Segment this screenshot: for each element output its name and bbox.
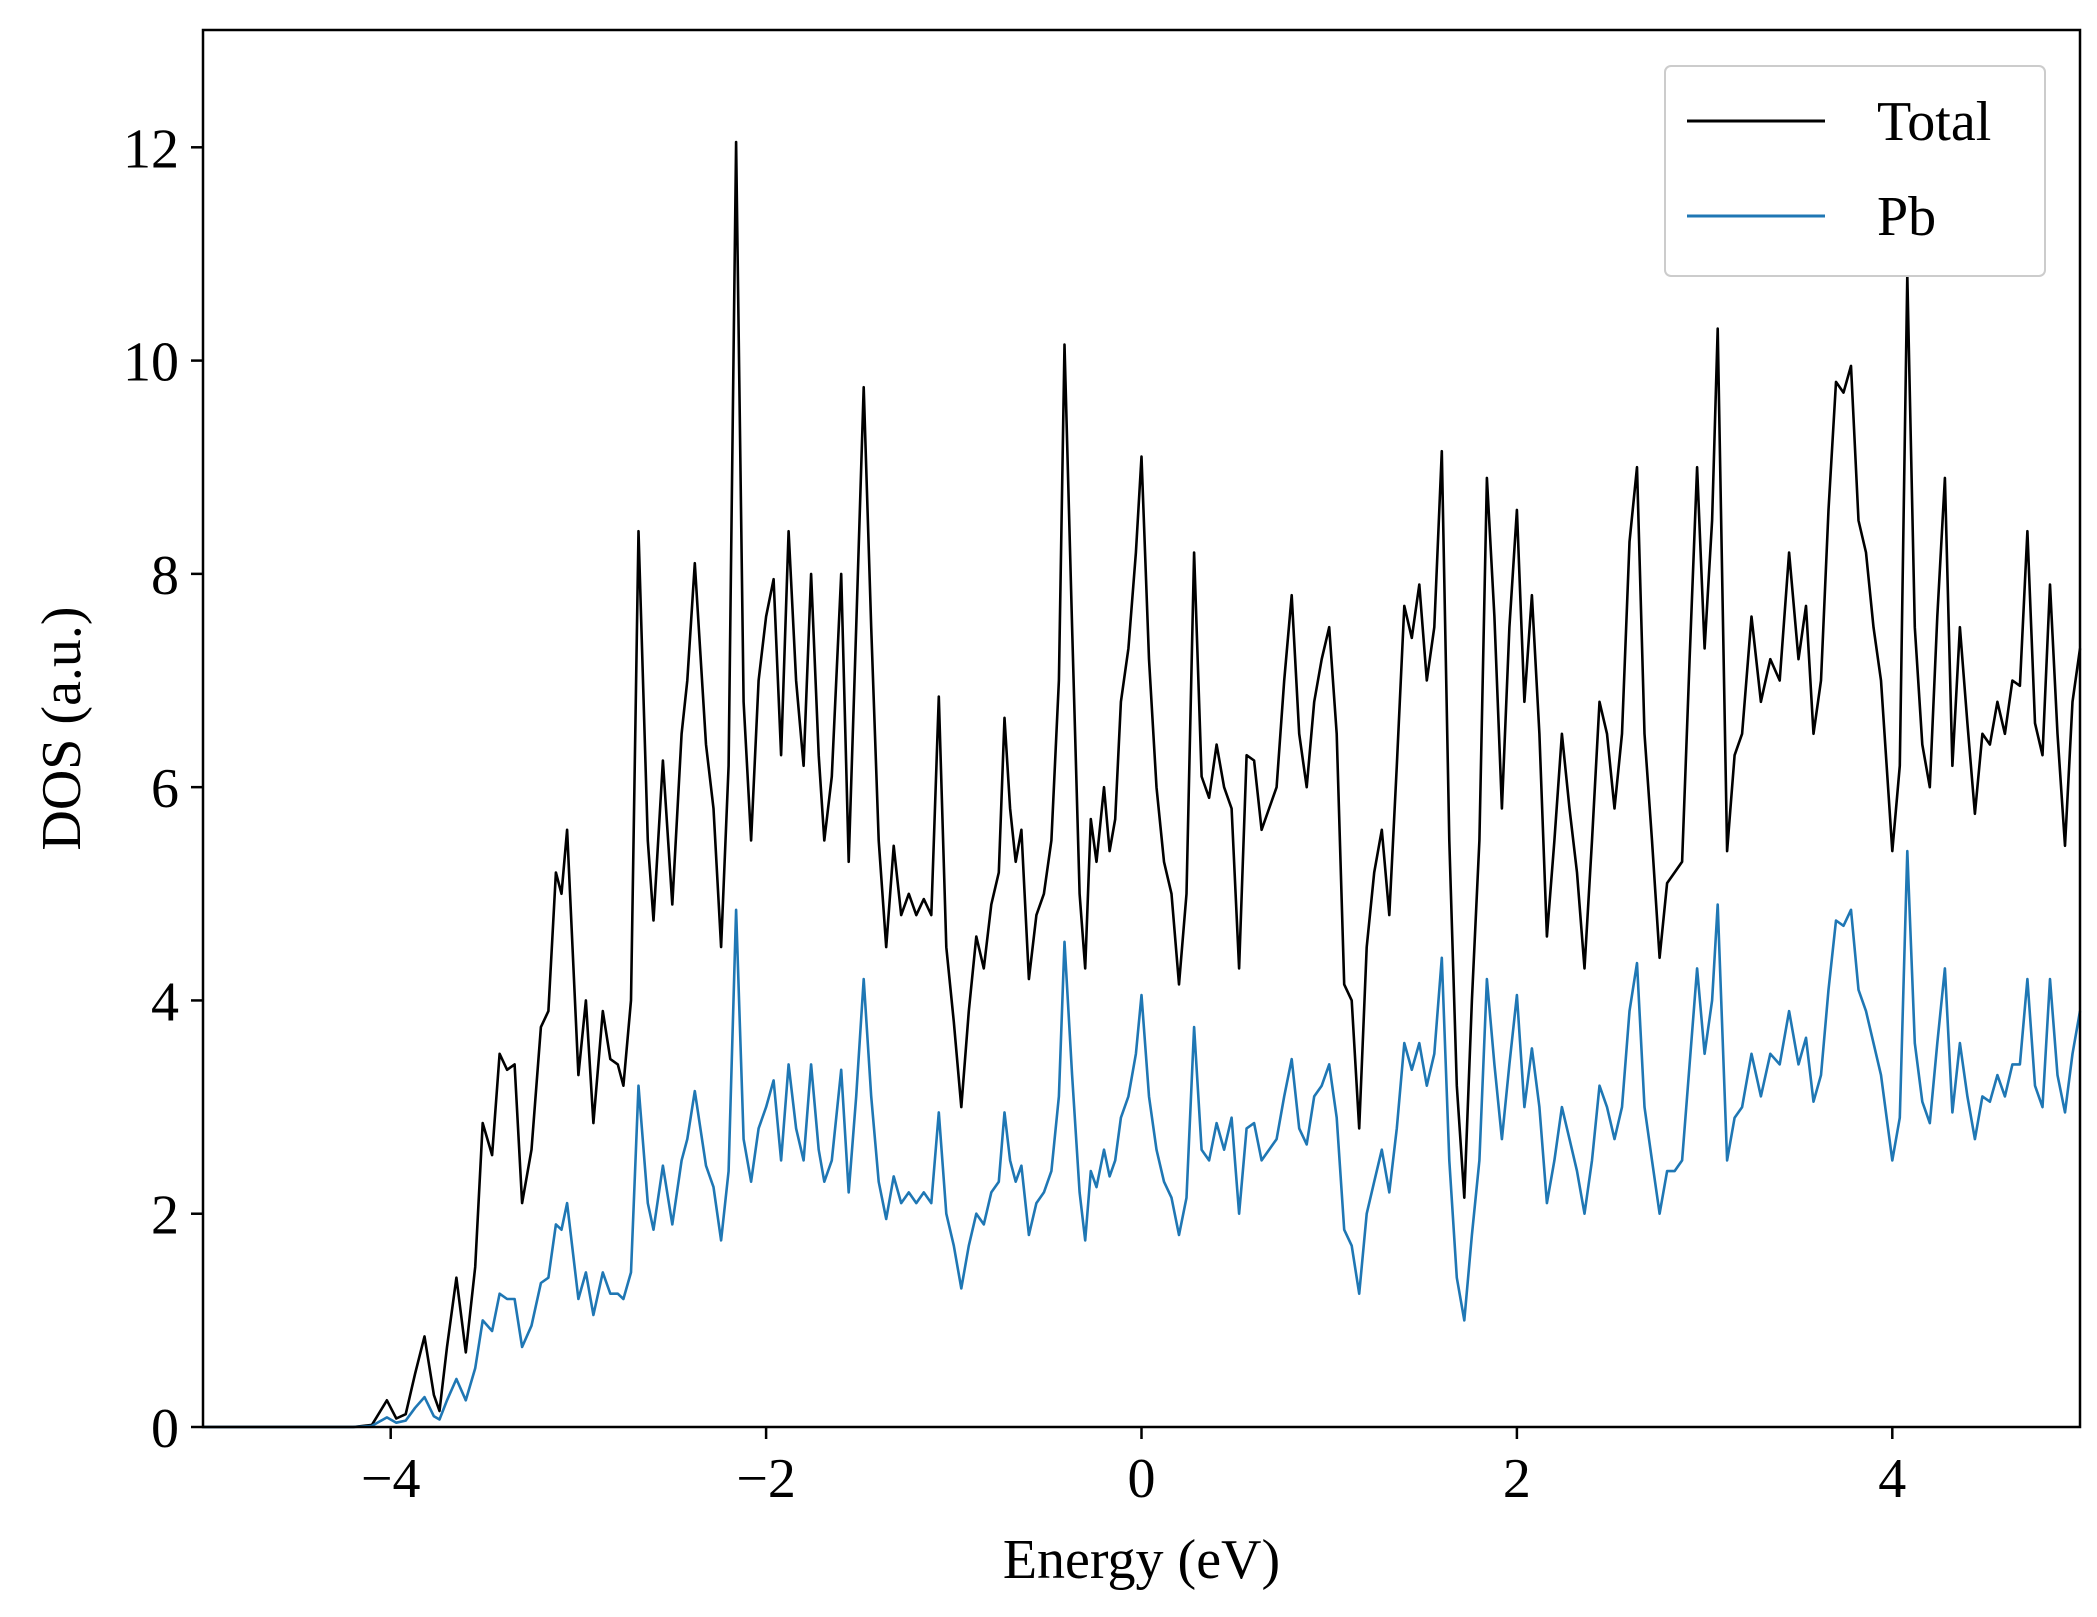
y-tick-label: 0	[151, 1398, 179, 1460]
y-tick-label: 8	[151, 545, 179, 607]
x-axis-label: Energy (eV)	[1003, 1529, 1280, 1591]
legend-box	[1664, 65, 2046, 277]
y-tick-label: 12	[123, 118, 179, 180]
y-tick-label: 4	[151, 971, 179, 1033]
y-axis-label: DOS (a.u.)	[31, 606, 93, 850]
legend-label-total: Total	[1877, 91, 1991, 153]
y-tick-label: 10	[123, 332, 179, 394]
y-tick-label: 6	[151, 758, 179, 820]
x-tick-label: −2	[736, 1448, 796, 1510]
y-tick-label: 2	[151, 1185, 179, 1247]
legend: Total Pb	[1664, 65, 2046, 277]
x-tick-label: 0	[1128, 1448, 1156, 1510]
x-tick-label: 4	[1878, 1448, 1906, 1510]
series-layer	[203, 140, 2082, 1429]
x-tick-label: 2	[1503, 1448, 1531, 1510]
series-line-total	[203, 140, 2082, 1429]
legend-label-pb: Pb	[1877, 186, 1936, 248]
x-tick-label: −4	[361, 1448, 421, 1510]
x-axis-ticks: −4 −2 0 2 4	[361, 1427, 1906, 1510]
y-axis-ticks: 0 2 4 6 8 10 12	[123, 118, 203, 1460]
series-line-pb	[203, 849, 2082, 1429]
